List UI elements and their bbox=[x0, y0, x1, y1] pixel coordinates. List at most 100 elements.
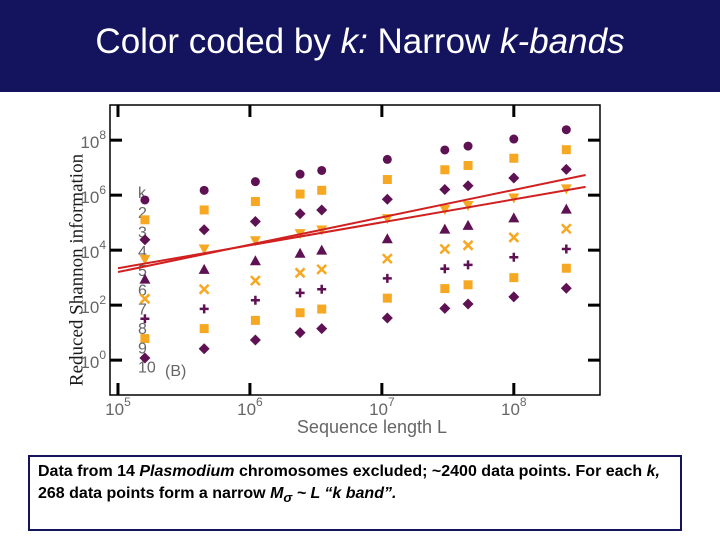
point bbox=[317, 304, 327, 314]
point bbox=[199, 304, 209, 314]
point bbox=[560, 203, 572, 214]
caption-run: 268 data points form a narrow bbox=[38, 485, 271, 502]
title-run: k: bbox=[340, 22, 368, 61]
point bbox=[382, 273, 392, 283]
point bbox=[462, 219, 474, 230]
point bbox=[440, 284, 450, 294]
point bbox=[198, 224, 210, 236]
point bbox=[139, 234, 151, 246]
point bbox=[199, 205, 209, 215]
point bbox=[294, 327, 306, 339]
point bbox=[250, 275, 261, 287]
tick-base: 10 bbox=[80, 134, 99, 153]
point bbox=[561, 145, 571, 155]
tick-label: 104 bbox=[80, 238, 106, 262]
point bbox=[509, 252, 519, 262]
point bbox=[508, 291, 520, 303]
point bbox=[139, 293, 151, 305]
point bbox=[249, 216, 261, 228]
point bbox=[440, 264, 450, 274]
header-bar bbox=[0, 0, 720, 92]
point bbox=[561, 263, 571, 273]
point bbox=[508, 212, 520, 223]
point bbox=[382, 293, 392, 303]
point bbox=[439, 302, 451, 314]
tick-power: 6 bbox=[256, 395, 263, 409]
fit-line bbox=[117, 185, 586, 270]
point bbox=[294, 247, 306, 258]
tick-power: 8 bbox=[520, 395, 527, 409]
point bbox=[317, 185, 327, 195]
tick-base: 10 bbox=[369, 400, 388, 419]
legend-entry: 8 bbox=[138, 321, 147, 338]
plot-frame bbox=[109, 104, 601, 396]
tick-power: 2 bbox=[99, 293, 106, 307]
point bbox=[382, 175, 392, 185]
tick-label: 105 bbox=[105, 395, 131, 419]
legend-entry: 9 bbox=[138, 340, 147, 357]
point bbox=[198, 244, 210, 255]
point bbox=[439, 223, 451, 234]
legend-entry: 2 bbox=[138, 205, 147, 222]
point bbox=[560, 163, 572, 175]
caption-run: σ bbox=[283, 490, 293, 506]
point bbox=[249, 255, 261, 266]
point bbox=[509, 134, 519, 144]
caption-run: ~ L “k band”. bbox=[292, 485, 397, 502]
point bbox=[199, 185, 209, 195]
tick-base: 10 bbox=[80, 189, 99, 208]
point bbox=[139, 352, 151, 364]
point bbox=[250, 295, 260, 305]
point bbox=[508, 232, 520, 243]
point bbox=[317, 284, 327, 294]
point bbox=[294, 208, 306, 220]
tick-base: 10 bbox=[80, 244, 99, 263]
point bbox=[463, 160, 473, 170]
point bbox=[250, 315, 260, 325]
point bbox=[381, 312, 393, 324]
point bbox=[249, 334, 261, 346]
point bbox=[560, 282, 572, 294]
point bbox=[561, 125, 571, 135]
tick-label: 108 bbox=[80, 128, 106, 152]
tick-base: 10 bbox=[80, 354, 99, 373]
point bbox=[316, 323, 328, 335]
point bbox=[295, 189, 305, 199]
point bbox=[316, 263, 328, 275]
tick-power: 0 bbox=[99, 348, 106, 362]
point bbox=[439, 184, 451, 196]
point bbox=[316, 204, 328, 216]
tick-power: 6 bbox=[99, 183, 106, 197]
point bbox=[509, 273, 519, 283]
tick-power: 7 bbox=[388, 395, 395, 409]
tick-label: 102 bbox=[80, 293, 106, 317]
tick-label: 100 bbox=[80, 348, 106, 372]
point bbox=[439, 205, 451, 216]
point bbox=[509, 153, 519, 163]
point bbox=[295, 169, 305, 179]
point bbox=[139, 273, 151, 284]
x-axis-label: Sequence length L bbox=[297, 417, 447, 437]
point bbox=[140, 314, 150, 324]
point bbox=[382, 154, 392, 164]
fit-line bbox=[117, 174, 586, 274]
point bbox=[462, 298, 474, 310]
caption-run: Plasmodium bbox=[139, 463, 235, 480]
point bbox=[250, 196, 260, 206]
point bbox=[463, 260, 473, 270]
point bbox=[560, 223, 572, 235]
tick-base: 10 bbox=[501, 400, 520, 419]
point bbox=[316, 244, 328, 255]
legend-title: k bbox=[138, 185, 147, 202]
point bbox=[317, 165, 327, 175]
point bbox=[462, 239, 474, 251]
tick-label: 108 bbox=[501, 395, 527, 419]
annotation: (B) bbox=[165, 363, 186, 380]
tick-power: 8 bbox=[99, 128, 106, 142]
point bbox=[198, 283, 210, 295]
tick-label: 106 bbox=[237, 395, 263, 419]
tick-base: 10 bbox=[237, 400, 256, 419]
point bbox=[439, 243, 451, 255]
legend-entry: 7 bbox=[138, 302, 147, 319]
